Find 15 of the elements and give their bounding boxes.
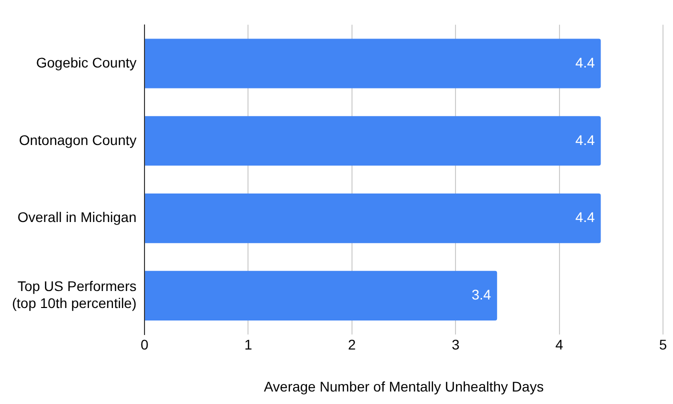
y-tick-label: Top US Performers (top 10th percentile): [12, 278, 137, 311]
y-tick-label: Gogebic County: [36, 54, 137, 70]
data-label: 3.4: [472, 286, 492, 303]
x-tick-label: 0: [140, 336, 149, 353]
x-tick-label: 3: [452, 336, 460, 353]
y-tick-label: Ontonagon County: [18, 132, 137, 148]
x-tick-label: 4: [555, 336, 564, 353]
x-tick-label: 5: [659, 336, 668, 353]
data-label: 4.4: [575, 132, 595, 148]
y-tick-label: Overall in Michigan: [17, 209, 137, 226]
data-label: 4.4: [575, 54, 595, 70]
data-label: 4.4: [575, 209, 595, 226]
x-tick-label: 1: [244, 336, 252, 353]
x-tick-label: 2: [348, 336, 356, 353]
x-axis-title: Average Number of Mentally Unhealthy Days: [264, 378, 544, 394]
